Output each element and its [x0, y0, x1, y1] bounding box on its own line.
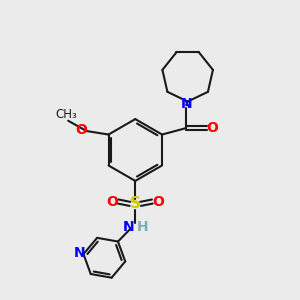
Text: N: N	[74, 247, 86, 260]
Text: N: N	[123, 220, 135, 234]
Text: O: O	[152, 194, 164, 208]
Text: CH₃: CH₃	[56, 108, 78, 121]
Text: H: H	[137, 220, 148, 234]
Text: S: S	[130, 196, 141, 211]
Text: O: O	[75, 123, 87, 137]
Text: O: O	[206, 121, 218, 135]
Text: O: O	[106, 194, 118, 208]
Text: N: N	[180, 97, 192, 111]
